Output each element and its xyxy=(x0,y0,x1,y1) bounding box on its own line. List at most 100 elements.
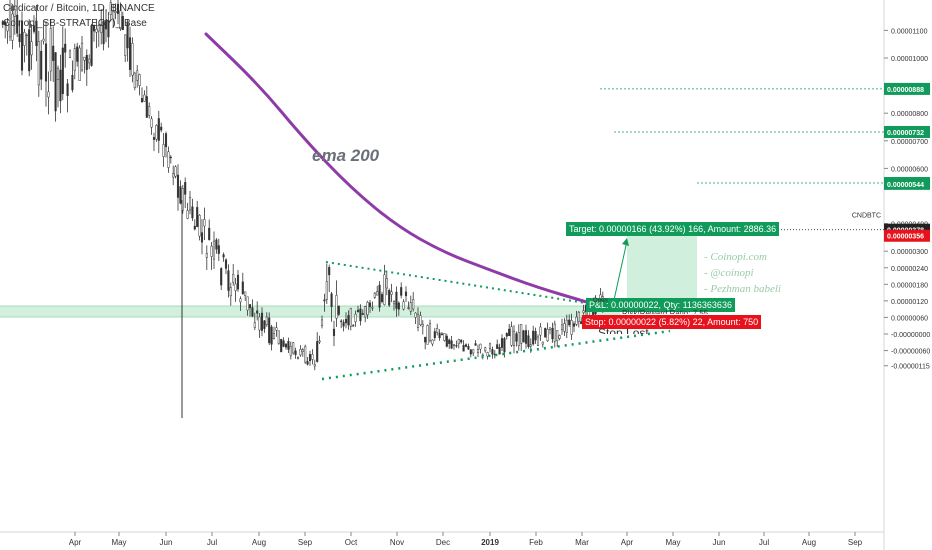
candle-body xyxy=(522,330,525,343)
candle-body xyxy=(95,28,98,33)
candle-body xyxy=(378,284,381,308)
candle-body xyxy=(500,338,504,348)
x-tick-label: May xyxy=(111,538,126,547)
candle-body xyxy=(304,346,307,363)
candle-body xyxy=(164,133,168,148)
candle-body xyxy=(361,313,364,315)
candle-body xyxy=(25,34,28,37)
candle-body xyxy=(8,8,12,38)
candle-body xyxy=(431,339,434,345)
candle-body xyxy=(1,21,4,25)
candle-body xyxy=(28,29,31,72)
candle-body xyxy=(148,106,151,116)
candle-body xyxy=(306,361,309,365)
candle-body xyxy=(570,320,573,335)
candle-body xyxy=(88,58,91,64)
candle-body xyxy=(448,339,451,344)
candle-body xyxy=(251,307,254,317)
candle-body xyxy=(23,31,26,46)
risk-reward-label: Risk/Reward Ratio: 7.55 xyxy=(622,309,709,314)
candle-body xyxy=(556,330,559,342)
candle-body xyxy=(364,306,367,318)
candle-body xyxy=(128,37,132,70)
candle-body xyxy=(256,310,259,314)
candle-body xyxy=(452,344,456,346)
candle-body xyxy=(258,316,261,331)
candle-body xyxy=(558,335,561,339)
x-tick-label: Mar xyxy=(575,538,589,547)
candle-body xyxy=(100,24,103,33)
candle-body xyxy=(464,344,468,347)
price-tag-bg xyxy=(884,125,930,138)
candle-body xyxy=(524,330,528,344)
candle-body xyxy=(196,207,199,228)
entry-zone-band xyxy=(0,306,620,317)
y-tick-label: 0.00000600 xyxy=(891,166,928,173)
candle-body xyxy=(246,296,249,311)
candle-body xyxy=(488,343,492,349)
candle-body xyxy=(419,315,422,326)
y-tick-label: -0.00000115 xyxy=(891,364,930,371)
candle-body xyxy=(560,324,564,331)
candle-body xyxy=(433,331,436,339)
y-tick-label: 0.00000120 xyxy=(891,299,928,306)
candle-body xyxy=(534,331,537,341)
candle-body xyxy=(546,329,549,342)
candle-body xyxy=(395,291,398,309)
target-zone xyxy=(627,236,697,306)
candle-body xyxy=(568,319,571,326)
candle-body xyxy=(508,328,511,337)
y-tick-label: 0.00001000 xyxy=(891,56,928,63)
candle-body xyxy=(44,43,48,82)
candle-body xyxy=(126,22,129,49)
candle-body xyxy=(239,298,242,303)
candle-body xyxy=(294,350,297,355)
candle-body xyxy=(388,290,391,306)
candle-body xyxy=(553,323,556,342)
candle-body xyxy=(299,349,302,356)
candle-body xyxy=(347,315,350,326)
candle-body xyxy=(35,20,38,47)
candle-body xyxy=(138,74,141,86)
candle-body xyxy=(131,42,134,76)
candle-body xyxy=(234,283,237,291)
candle-body xyxy=(277,330,280,344)
stop-lost-label: Stop Lost xyxy=(598,326,649,334)
candle-body xyxy=(280,338,283,353)
candle-body xyxy=(445,335,448,347)
candle-body xyxy=(517,332,520,347)
candle-body xyxy=(467,346,470,350)
candle-body xyxy=(527,335,530,347)
candle-body xyxy=(337,305,340,315)
lower-trendline xyxy=(321,329,671,381)
candle-body xyxy=(536,336,540,346)
candle-body xyxy=(455,345,458,347)
target-arrowhead xyxy=(622,238,629,246)
candle-body xyxy=(335,295,338,319)
candle-body xyxy=(342,322,345,327)
candle-body xyxy=(64,43,67,53)
upper-trendline xyxy=(325,261,599,306)
candle-body xyxy=(484,347,487,352)
x-tick-label: Dec xyxy=(436,538,450,547)
x-tick-label: Jul xyxy=(759,538,769,547)
candle-body xyxy=(136,70,139,81)
candle-body xyxy=(121,16,124,31)
candle-body xyxy=(222,254,225,258)
candle-body xyxy=(323,299,326,302)
candle-body xyxy=(253,322,256,328)
candle-body xyxy=(83,56,86,61)
candle-body xyxy=(563,323,566,332)
candle-body xyxy=(47,91,50,98)
candle-body xyxy=(402,301,405,310)
candle-body xyxy=(462,345,465,352)
candle-body xyxy=(385,278,388,289)
candle-body xyxy=(325,281,328,300)
candle-body xyxy=(438,332,441,339)
candle-body xyxy=(486,352,489,357)
candle-body xyxy=(320,319,324,326)
candle-body xyxy=(368,302,372,307)
candle-body xyxy=(56,67,60,80)
